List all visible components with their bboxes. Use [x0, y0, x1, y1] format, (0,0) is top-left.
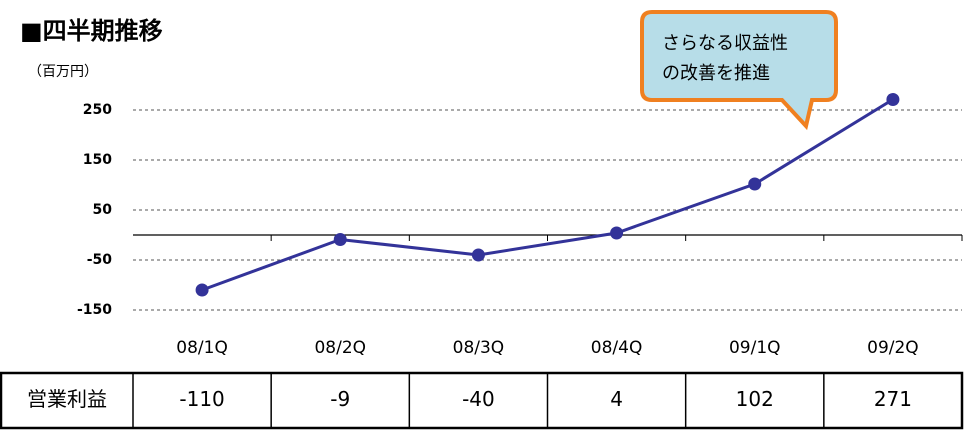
data-point	[886, 93, 900, 106]
y-axis-label: （百万円）	[28, 64, 98, 80]
callout: さらなる収益性 の改善を推進	[640, 10, 838, 131]
y-tick-label: 150	[83, 152, 112, 168]
y-tick-label: 250	[83, 102, 112, 118]
x-tick-label: 08/1Q	[176, 338, 228, 358]
x-tick-label: 09/1Q	[729, 338, 781, 358]
table-value: -40	[462, 387, 495, 411]
table-row-label: 営業利益	[27, 387, 107, 411]
callout-box	[640, 10, 838, 131]
callout-text: さらなる収益性	[662, 33, 788, 54]
table-value: -9	[330, 387, 350, 411]
table-border	[0, 371, 964, 430]
data-point	[333, 233, 347, 246]
y-tick-label: -50	[87, 252, 113, 268]
data-point	[610, 226, 624, 240]
data-point	[195, 283, 209, 297]
series-line	[201, 98, 894, 292]
table-value: -110	[179, 387, 224, 411]
data-point	[471, 248, 485, 262]
x-tick-label: 08/2Q	[314, 338, 366, 358]
y-tick-label: 50	[93, 202, 113, 218]
callout-text: の改善を推進	[662, 63, 770, 84]
x-tick-label: 09/2Q	[867, 338, 919, 358]
table-value: 271	[874, 387, 912, 411]
x-tick-label: 08/3Q	[453, 338, 505, 358]
y-tick-label: -150	[77, 302, 112, 318]
data-point	[748, 177, 762, 191]
table-value: 4	[610, 387, 623, 411]
table-value: 102	[736, 387, 774, 411]
chart-title: ■四半期推移	[20, 17, 163, 45]
x-tick-label: 08/4Q	[591, 338, 643, 358]
